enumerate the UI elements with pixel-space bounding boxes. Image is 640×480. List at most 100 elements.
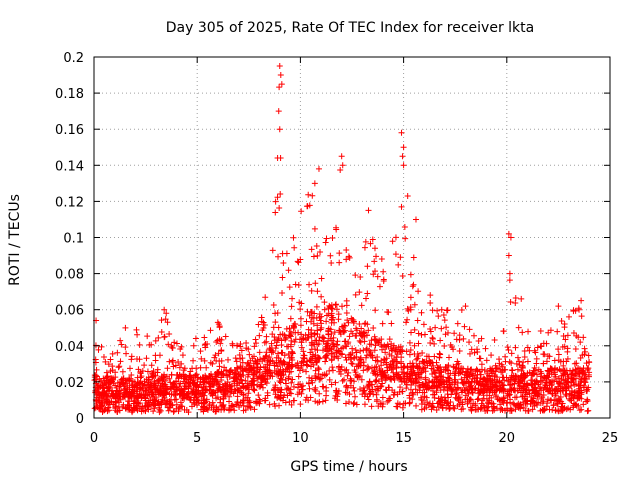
data-point <box>468 382 475 389</box>
data-point <box>373 377 380 384</box>
data-point <box>181 406 188 413</box>
data-point <box>312 367 319 374</box>
data-point <box>179 352 186 359</box>
data-point <box>190 357 197 364</box>
data-point <box>378 255 385 262</box>
data-point <box>103 392 110 399</box>
data-point <box>290 383 297 390</box>
data-point <box>103 369 110 376</box>
data-point <box>145 387 152 394</box>
data-point <box>331 343 338 350</box>
data-point <box>456 332 463 339</box>
data-point <box>370 369 377 376</box>
data-point <box>146 384 153 391</box>
y-tick-label: 0.12 <box>55 195 84 210</box>
data-point <box>311 386 318 393</box>
data-point <box>289 376 296 383</box>
data-point <box>297 401 304 408</box>
data-point <box>156 352 163 359</box>
data-point <box>424 399 431 406</box>
data-point <box>264 392 271 399</box>
data-point <box>563 392 570 399</box>
data-point <box>452 386 459 393</box>
data-point <box>521 354 528 361</box>
data-point <box>313 359 320 366</box>
data-point <box>216 363 223 370</box>
data-point <box>409 370 416 377</box>
data-point <box>262 294 269 301</box>
data-point <box>540 360 547 367</box>
data-point <box>277 155 284 162</box>
data-point <box>372 342 379 349</box>
data-point <box>576 366 583 373</box>
data-point <box>357 274 364 281</box>
data-point <box>356 289 363 296</box>
data-point <box>103 374 110 381</box>
data-point <box>212 408 219 415</box>
data-point <box>339 162 346 169</box>
data-point <box>337 329 344 336</box>
data-point <box>533 360 540 367</box>
data-point <box>561 380 568 387</box>
data-point <box>131 398 138 405</box>
data-point <box>156 406 163 413</box>
data-point <box>267 358 274 365</box>
grid <box>94 57 610 418</box>
data-point <box>419 358 426 365</box>
data-point <box>177 399 184 406</box>
data-point <box>491 376 498 383</box>
data-point <box>305 191 312 198</box>
data-point <box>326 376 333 383</box>
data-point <box>415 288 422 295</box>
data-point <box>326 367 333 374</box>
data-point <box>164 365 171 372</box>
data-point <box>276 359 283 366</box>
data-point <box>379 343 386 350</box>
x-tick-label: 25 <box>602 431 619 446</box>
data-point <box>190 377 197 384</box>
data-point <box>551 377 558 384</box>
data-point <box>280 260 287 267</box>
data-point <box>408 329 415 336</box>
data-point <box>437 387 444 394</box>
data-point <box>161 306 168 313</box>
data-point <box>446 381 453 388</box>
data-point <box>277 392 284 399</box>
data-point <box>427 292 434 299</box>
data-point <box>321 299 328 306</box>
data-point <box>365 396 372 403</box>
data-point <box>120 375 127 382</box>
data-point <box>435 313 442 320</box>
data-point <box>245 366 252 373</box>
data-point <box>233 382 240 389</box>
data-point <box>561 343 568 350</box>
data-point <box>368 352 375 359</box>
data-point <box>447 370 454 377</box>
data-point <box>459 399 466 406</box>
data-point <box>330 340 337 347</box>
data-point <box>298 208 305 215</box>
data-point <box>149 370 156 377</box>
data-point <box>397 254 404 261</box>
x-tick-label: 20 <box>499 431 516 446</box>
data-point <box>249 377 256 384</box>
data-point <box>388 366 395 373</box>
data-point <box>253 340 260 347</box>
data-point <box>300 348 307 355</box>
data-point <box>310 320 317 327</box>
data-point <box>317 317 324 324</box>
data-point <box>269 373 276 380</box>
data-point <box>303 361 310 368</box>
data-point <box>209 399 216 406</box>
data-point <box>231 386 238 393</box>
data-point <box>357 356 364 363</box>
data-point <box>577 339 584 346</box>
y-tick-label: 0.1 <box>63 232 84 247</box>
data-point <box>388 320 395 327</box>
data-point <box>204 406 211 413</box>
data-point <box>436 367 443 374</box>
data-point <box>506 270 513 277</box>
data-point <box>464 374 471 381</box>
data-point <box>335 355 342 362</box>
